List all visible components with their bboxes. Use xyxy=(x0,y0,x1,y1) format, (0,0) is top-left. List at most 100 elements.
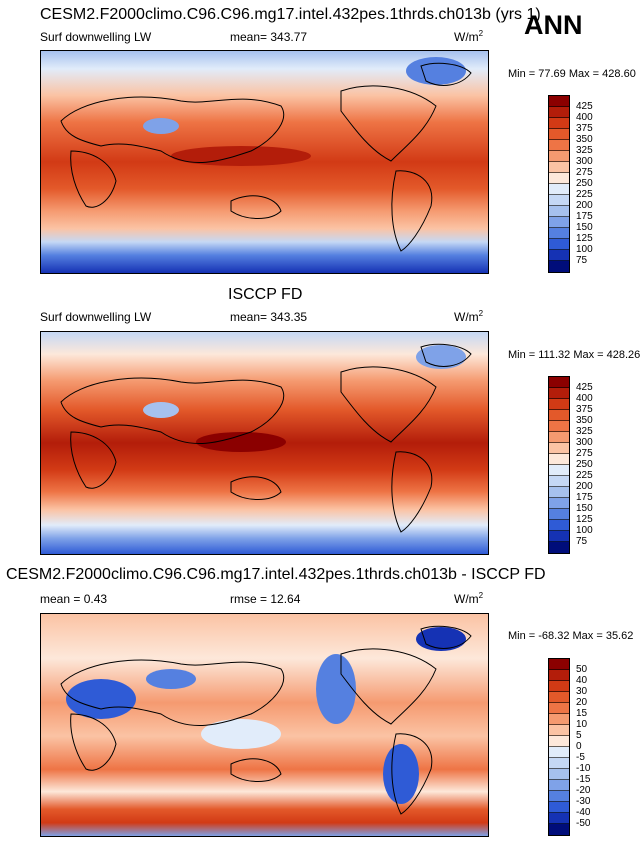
colorbar-swatch xyxy=(549,129,569,140)
colorbar-tick-label: 300 xyxy=(576,156,593,167)
colorbar-swatch xyxy=(549,228,569,239)
colorbar-tick-label: 175 xyxy=(576,211,593,222)
colorbar-swatch xyxy=(549,432,569,443)
colorbar-swatch xyxy=(549,410,569,421)
panel2-minmax: Min = 111.32 Max = 428.26 xyxy=(508,349,641,361)
colorbar-swatch xyxy=(549,725,569,736)
colorbar-tick-label: 325 xyxy=(576,145,593,156)
colorbar-tick-label: 40 xyxy=(576,675,588,686)
colorbar-tick-label: 350 xyxy=(576,415,593,426)
colorbar-tick-label: 350 xyxy=(576,134,593,145)
colorbar-tick-label: 200 xyxy=(576,481,593,492)
colorbar-tick-label: 5 xyxy=(576,730,582,741)
colorbar-swatch xyxy=(549,813,569,824)
colorbar-tick-label: 15 xyxy=(576,708,588,719)
colorbar-swatch xyxy=(549,239,569,250)
panel2-title: ISCCP FD xyxy=(228,286,303,303)
panel3-map-field xyxy=(41,614,488,836)
panel1-units: W/m2 xyxy=(454,29,484,44)
colorbar-swatch xyxy=(549,758,569,769)
panel1-minmax: Min = 77.69 Max = 428.60 xyxy=(508,68,636,80)
colorbar-tick-label: 10 xyxy=(576,719,588,730)
colorbar-tick-label: -20 xyxy=(576,785,591,796)
colorbar-tick-label: 175 xyxy=(576,492,593,503)
colorbar-tick-label: 275 xyxy=(576,448,593,459)
colorbar-swatch xyxy=(549,195,569,206)
colorbar-swatch xyxy=(549,780,569,791)
colorbar-tick-label: 30 xyxy=(576,686,588,697)
colorbar-swatch xyxy=(549,542,569,553)
colorbar-swatch xyxy=(549,184,569,195)
colorbar-swatch xyxy=(549,206,569,217)
colorbar-tick-label: 375 xyxy=(576,123,593,134)
colorbar-swatch xyxy=(549,151,569,162)
season-label: ANN xyxy=(524,10,583,40)
colorbar-swatch xyxy=(549,399,569,410)
colorbar-tick-label: 375 xyxy=(576,404,593,415)
colorbar-swatch xyxy=(549,96,569,107)
colorbar-tick-label: 325 xyxy=(576,426,593,437)
colorbar-tick-label: 275 xyxy=(576,167,593,178)
colorbar-tick-label: -10 xyxy=(576,763,591,774)
panel2-map xyxy=(40,331,489,555)
colorbar-swatch xyxy=(549,714,569,725)
panel2-map-field xyxy=(41,332,488,554)
panel3-mean: mean = 0.43 xyxy=(40,592,108,606)
colorbar-tick-label: -5 xyxy=(576,752,585,763)
colorbar-swatch xyxy=(549,162,569,173)
colorbar-swatch xyxy=(549,140,569,151)
colorbar-swatch xyxy=(549,388,569,399)
colorbar-swatch xyxy=(549,173,569,184)
colorbar-swatch xyxy=(549,791,569,802)
colorbar-tick-label: 225 xyxy=(576,189,593,200)
colorbar-swatch xyxy=(549,107,569,118)
colorbar-tick-label: 400 xyxy=(576,112,593,123)
panel1-map xyxy=(40,50,489,274)
colorbar-swatch xyxy=(549,118,569,129)
colorbar-tick-label: 250 xyxy=(576,459,593,470)
panel1-title: CESM2.F2000climo.C96.C96.mg17.intel.432p… xyxy=(40,6,541,23)
colorbar-tick-label: -40 xyxy=(576,807,591,818)
colorbar-swatch xyxy=(549,509,569,520)
colorbar-swatch xyxy=(549,476,569,487)
colorbar-swatch xyxy=(549,659,569,670)
colorbar-swatch xyxy=(549,261,569,272)
colorbar-swatch xyxy=(549,736,569,747)
panel2-units: W/m2 xyxy=(454,309,484,324)
colorbar-tick-label: 225 xyxy=(576,470,593,481)
colorbar-tick-label: 150 xyxy=(576,503,593,514)
colorbar-tick-label: 20 xyxy=(576,697,588,708)
panel2-variable: Surf downwelling LW xyxy=(40,310,152,324)
panel3-colorbar xyxy=(548,658,570,836)
colorbar-tick-label: -15 xyxy=(576,774,591,785)
colorbar-tick-label: -50 xyxy=(576,818,591,829)
panel2-colorbar xyxy=(548,376,570,554)
colorbar-swatch xyxy=(549,520,569,531)
panel1-colorbar xyxy=(548,95,570,273)
colorbar-tick-label: 400 xyxy=(576,393,593,404)
colorbar-swatch xyxy=(549,769,569,780)
colorbar-tick-label: 50 xyxy=(576,664,588,675)
colorbar-swatch xyxy=(549,487,569,498)
colorbar-swatch xyxy=(549,531,569,542)
colorbar-swatch xyxy=(549,747,569,758)
colorbar-swatch xyxy=(549,377,569,388)
panel3-units: W/m2 xyxy=(454,591,484,606)
colorbar-swatch xyxy=(549,250,569,261)
panel1-variable: Surf downwelling LW xyxy=(40,30,152,44)
colorbar-swatch xyxy=(549,703,569,714)
colorbar-tick-label: 200 xyxy=(576,200,593,211)
colorbar-swatch xyxy=(549,670,569,681)
colorbar-tick-label: 75 xyxy=(576,536,588,547)
colorbar-tick-label: 125 xyxy=(576,233,593,244)
colorbar-tick-label: 100 xyxy=(576,525,593,536)
panel3-map xyxy=(40,613,489,837)
colorbar-swatch xyxy=(549,443,569,454)
colorbar-swatch xyxy=(549,824,569,835)
panel1-mean: mean= 343.77 xyxy=(230,30,308,44)
colorbar-swatch xyxy=(549,681,569,692)
colorbar-swatch xyxy=(549,692,569,703)
panel2-mean: mean= 343.35 xyxy=(230,310,308,324)
panel3-title: CESM2.F2000climo.C96.C96.mg17.intel.432p… xyxy=(6,566,546,583)
colorbar-swatch xyxy=(549,498,569,509)
